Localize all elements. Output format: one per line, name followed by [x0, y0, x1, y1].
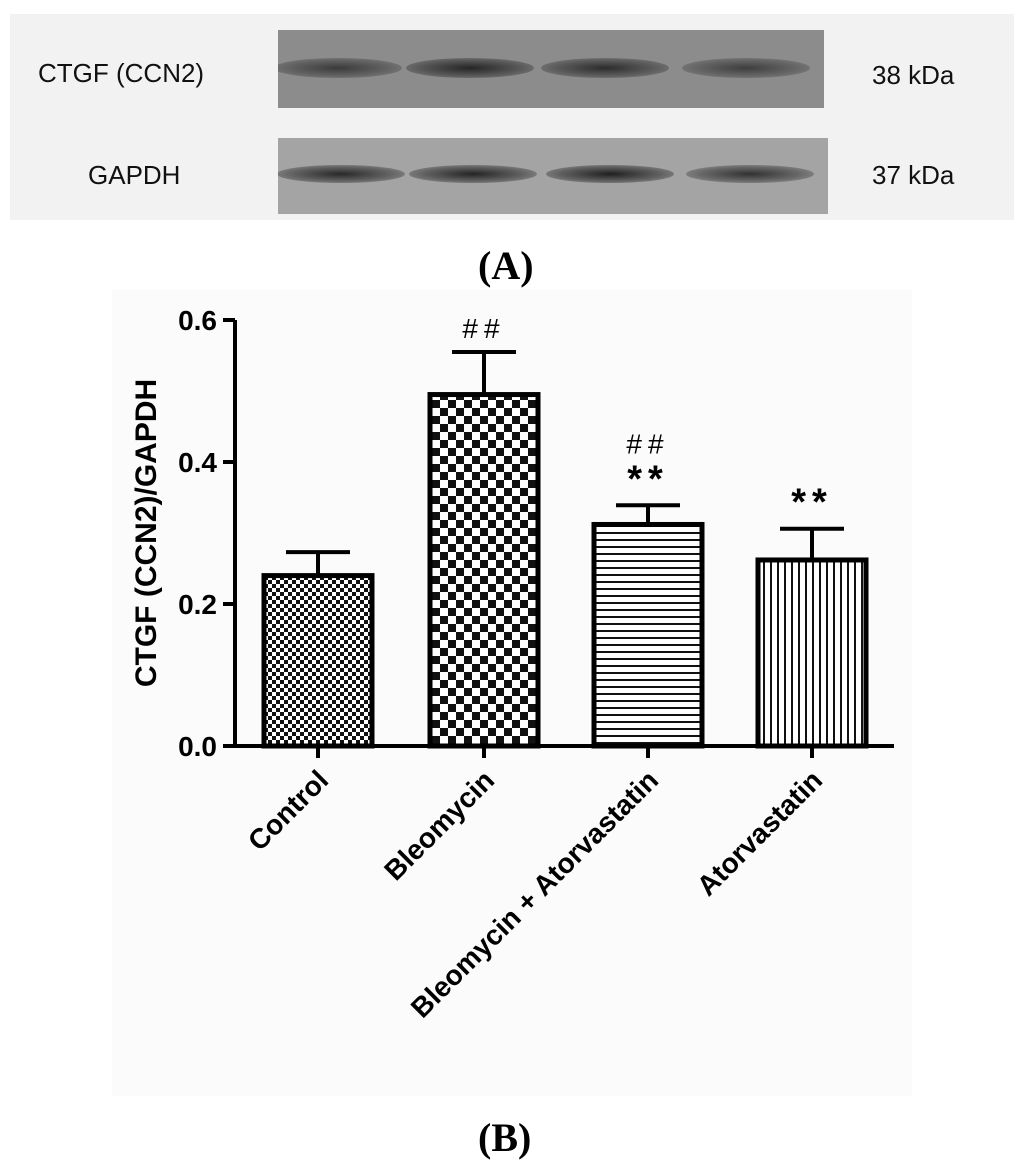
y-tick-label: 0.2 [178, 589, 217, 620]
panel-b-label: (B) [478, 1115, 532, 1160]
bar [755, 557, 869, 749]
x-tick-label: Control [242, 764, 334, 856]
gapdh-blot-strip [278, 138, 828, 214]
y-tick-label: 0.6 [178, 305, 217, 336]
blot-band [406, 58, 534, 78]
blot-band [278, 165, 405, 183]
significance-star-label: ** [627, 458, 669, 500]
ctgf-blot-strip [278, 30, 824, 108]
y-tick-label: 0.0 [178, 731, 217, 762]
ctgf-label: CTGF (CCN2) [38, 58, 205, 88]
bar [261, 573, 375, 749]
bar [591, 521, 705, 749]
gapdh-label: GAPDH [88, 160, 181, 190]
blot-band [686, 165, 814, 183]
x-tick-label: Bleomycin [378, 764, 500, 886]
significance-hash-label: ## [626, 428, 669, 459]
blot-band [409, 165, 537, 183]
y-axis-label: CTGF (CCN2)/GAPDH [130, 379, 163, 687]
x-tick-label: Atorvastatin [691, 764, 828, 901]
panel-a-label: (A) [478, 243, 534, 288]
blot-band [278, 58, 402, 78]
significance-hash-label: ## [462, 313, 505, 344]
blot-band [546, 165, 674, 183]
significance-star-label: ** [791, 482, 833, 524]
blot-band [682, 58, 810, 78]
gapdh-mw-label: 37 kDa [872, 160, 955, 190]
y-tick-label: 0.4 [178, 447, 217, 478]
bar [427, 392, 541, 749]
ctgf-mw-label: 38 kDa [872, 60, 955, 90]
blot-band [541, 58, 669, 78]
